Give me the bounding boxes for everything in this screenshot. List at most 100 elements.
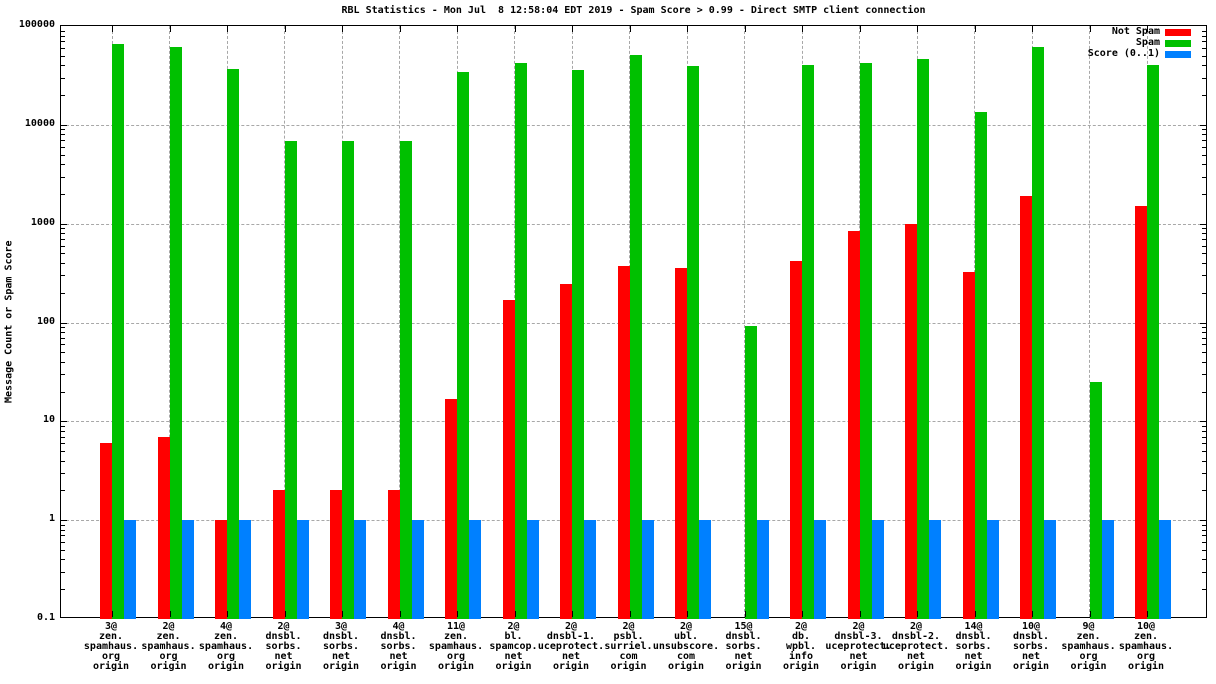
- y-minor-tick: [61, 95, 65, 97]
- y-major-tick: [1200, 124, 1206, 126]
- y-minor-tick: [61, 529, 65, 531]
- bar-score-0-1: [584, 520, 596, 619]
- y-minor-tick: [61, 134, 65, 136]
- y-minor-tick: [1202, 327, 1206, 329]
- y-minor-tick: [1202, 245, 1206, 247]
- x-tick-label: 4@ dnsbl. sorbs. net origin: [380, 621, 417, 672]
- y-minor-tick: [61, 436, 65, 438]
- x-tick: [457, 26, 458, 32]
- y-minor-tick: [1202, 228, 1206, 230]
- bar-score-0-1: [871, 520, 884, 619]
- y-minor-tick: [61, 473, 65, 474]
- bar-score-0-1: [1159, 520, 1171, 619]
- x-tick: [974, 26, 976, 32]
- x-tick-label: 2@ dnsbl-3. uceprotect. net origin: [825, 621, 892, 672]
- y-minor-tick: [61, 176, 65, 178]
- y-minor-tick: [1202, 193, 1206, 195]
- y-minor-tick: [1202, 164, 1206, 166]
- y-tick-label: 10: [42, 414, 55, 426]
- x-tick: [744, 26, 746, 32]
- x-tick: [859, 26, 861, 32]
- legend-label: Score (0..1): [1087, 48, 1160, 59]
- bar-score-0-1: [699, 520, 711, 619]
- y-minor-tick: [1202, 262, 1206, 264]
- y-minor-tick: [61, 430, 65, 432]
- y-minor-tick: [1202, 535, 1206, 537]
- y-minor-tick: [61, 55, 65, 57]
- x-tick: [802, 611, 803, 617]
- y-minor-tick: [61, 292, 65, 294]
- y-minor-tick: [1202, 549, 1206, 551]
- x-tick-label: 2@ bl. spamcop. net origin: [489, 621, 538, 672]
- y-major-tick: [61, 322, 67, 324]
- y-minor-tick: [61, 542, 65, 544]
- y-minor-tick: [61, 391, 65, 393]
- x-tick: [744, 611, 746, 617]
- x-tick: [687, 611, 688, 617]
- bar-score-0-1: [1101, 520, 1114, 619]
- x-tick: [572, 26, 573, 32]
- y-minor-tick: [1202, 337, 1206, 339]
- bar-not-spam: [100, 443, 112, 619]
- bar-not-spam: [502, 299, 515, 619]
- chart-title: RBL Statistics - Mon Jul 8 12:58:04 EDT …: [341, 5, 926, 16]
- y-major-tick: [61, 520, 67, 522]
- y-minor-tick: [1202, 391, 1206, 393]
- y-major-tick: [61, 421, 67, 423]
- y-minor-tick: [61, 524, 65, 526]
- legend-item-not-spam: Not Spam: [1088, 26, 1191, 37]
- x-tick: [169, 611, 171, 617]
- bar-not-spam: [272, 490, 285, 619]
- y-tick-label: 100: [36, 315, 55, 327]
- y-minor-tick: [61, 451, 65, 453]
- x-tick-label: 9@ zen. spamhaus. org origin: [1061, 621, 1116, 672]
- y-tick-label: 100000: [18, 19, 55, 30]
- bar-spam: [1032, 46, 1044, 619]
- legend-swatch-not-spam: [1165, 28, 1191, 36]
- y-major-tick: [61, 223, 67, 225]
- y-minor-tick: [1202, 253, 1206, 255]
- y-minor-tick: [61, 374, 65, 376]
- y-minor-tick: [1202, 238, 1206, 240]
- x-tick: [1147, 611, 1148, 617]
- y-minor-tick: [1202, 589, 1206, 591]
- y-minor-tick: [1202, 430, 1206, 432]
- legend-label: Not Spam: [1111, 26, 1160, 37]
- x-tick: [687, 26, 688, 32]
- bar-score-0-1: [124, 520, 136, 619]
- y-minor-tick: [61, 154, 65, 156]
- x-tick-label: 15@ dnsbl. sorbs. net origin: [725, 621, 762, 672]
- bar-spam: [1089, 382, 1102, 619]
- v-gridline: [744, 26, 745, 617]
- bar-spam: [859, 63, 872, 619]
- y-minor-tick: [61, 253, 65, 255]
- y-major-tick: [61, 124, 67, 126]
- y-minor-tick: [61, 164, 65, 166]
- y-minor-tick: [61, 549, 65, 551]
- x-tick-label: 14@ dnsbl. sorbs. net origin: [955, 621, 992, 672]
- bar-score-0-1: [1044, 520, 1056, 619]
- bar-spam: [744, 325, 757, 619]
- x-tick-label: 2@ dnsbl-2. uceprotect. net origin: [882, 621, 950, 672]
- x-tick: [457, 611, 458, 617]
- y-minor-tick: [1202, 473, 1206, 474]
- y-minor-tick: [61, 77, 65, 79]
- bar-spam: [1147, 65, 1159, 619]
- y-minor-tick: [1202, 374, 1206, 376]
- y-minor-tick: [1202, 332, 1206, 334]
- bar-score-0-1: [929, 520, 941, 619]
- x-tick: [112, 611, 113, 617]
- x-tick-label: 2@ zen. spamhaus. org origin: [141, 621, 196, 672]
- bar-not-spam: [847, 231, 860, 619]
- x-tick: [572, 611, 573, 617]
- y-minor-tick: [1202, 451, 1206, 453]
- y-minor-tick: [61, 589, 65, 591]
- y-minor-tick: [1202, 524, 1206, 526]
- y-minor-tick: [1202, 41, 1206, 43]
- y-minor-tick: [61, 193, 65, 195]
- y-minor-tick: [1202, 529, 1206, 531]
- y-minor-tick: [61, 228, 65, 230]
- y-tick-label: 10000: [24, 117, 55, 129]
- bar-not-spam: [617, 266, 630, 619]
- y-minor-tick: [1202, 154, 1206, 156]
